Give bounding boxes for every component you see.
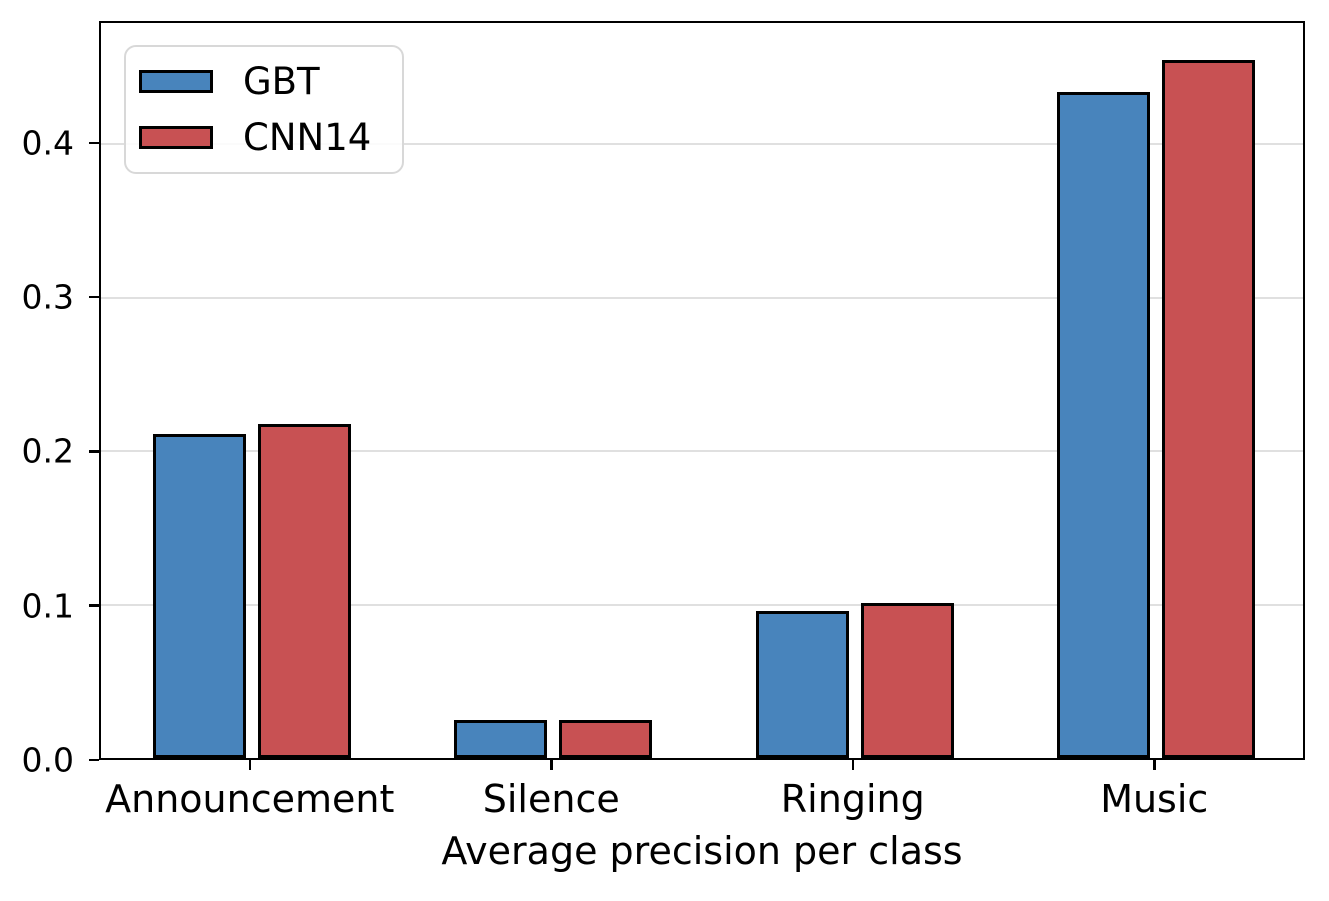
gridline-y-0.1 bbox=[101, 603, 1303, 606]
y-tick-label-0.4: 0.4 bbox=[21, 123, 74, 163]
bar-gbt-ringing bbox=[755, 610, 849, 758]
legend-label: GBT bbox=[243, 60, 320, 103]
bar-gbt-silence bbox=[454, 719, 548, 758]
bar-cnn14-silence bbox=[559, 719, 653, 758]
y-tick-mark-0.3 bbox=[89, 295, 99, 299]
legend-swatch-icon bbox=[139, 126, 213, 149]
gridline-y-0.3 bbox=[101, 296, 1303, 299]
y-tick-mark-0.0 bbox=[89, 758, 99, 762]
y-tick-label-0.1: 0.1 bbox=[21, 586, 74, 626]
y-tick-mark-0.2 bbox=[89, 450, 99, 453]
x-tick-mark-announcement bbox=[248, 760, 251, 770]
x-tick-label-ringing: Ringing bbox=[780, 777, 925, 821]
gridline-y-0.4 bbox=[101, 143, 1303, 146]
legend: GBT CNN14 bbox=[124, 45, 404, 174]
y-tick-label-0.0: 0.0 bbox=[21, 740, 74, 780]
y-tick-mark-0.4 bbox=[89, 141, 99, 145]
bar-cnn14-ringing bbox=[860, 603, 954, 758]
x-tick-mark-silence bbox=[550, 760, 553, 770]
y-tick-label-0.3: 0.3 bbox=[21, 277, 74, 317]
gridline-y-0.2 bbox=[101, 450, 1303, 453]
bar-gbt-announcement bbox=[152, 434, 246, 758]
legend-item-gbt: GBT bbox=[139, 63, 402, 100]
x-tick-mark-ringing bbox=[851, 760, 854, 770]
bar-cnn14-announcement bbox=[257, 423, 351, 758]
legend-item-cnn14: CNN14 bbox=[139, 119, 402, 156]
x-tick-label-music: Music bbox=[1100, 777, 1209, 821]
y-tick-label-0.2: 0.2 bbox=[21, 431, 74, 471]
legend-label: CNN14 bbox=[243, 116, 372, 159]
x-axis-title: Average precision per class bbox=[441, 829, 963, 873]
bar-gbt-music bbox=[1057, 92, 1151, 758]
legend-swatch-icon bbox=[139, 70, 213, 93]
x-tick-label-silence: Silence bbox=[482, 777, 620, 821]
x-tick-mark-music bbox=[1153, 760, 1156, 770]
x-tick-label-announcement: Announcement bbox=[105, 777, 395, 821]
y-tick-mark-0.1 bbox=[89, 604, 99, 607]
plot-area: GBT CNN14 bbox=[99, 21, 1305, 760]
bar-cnn14-music bbox=[1162, 59, 1256, 758]
